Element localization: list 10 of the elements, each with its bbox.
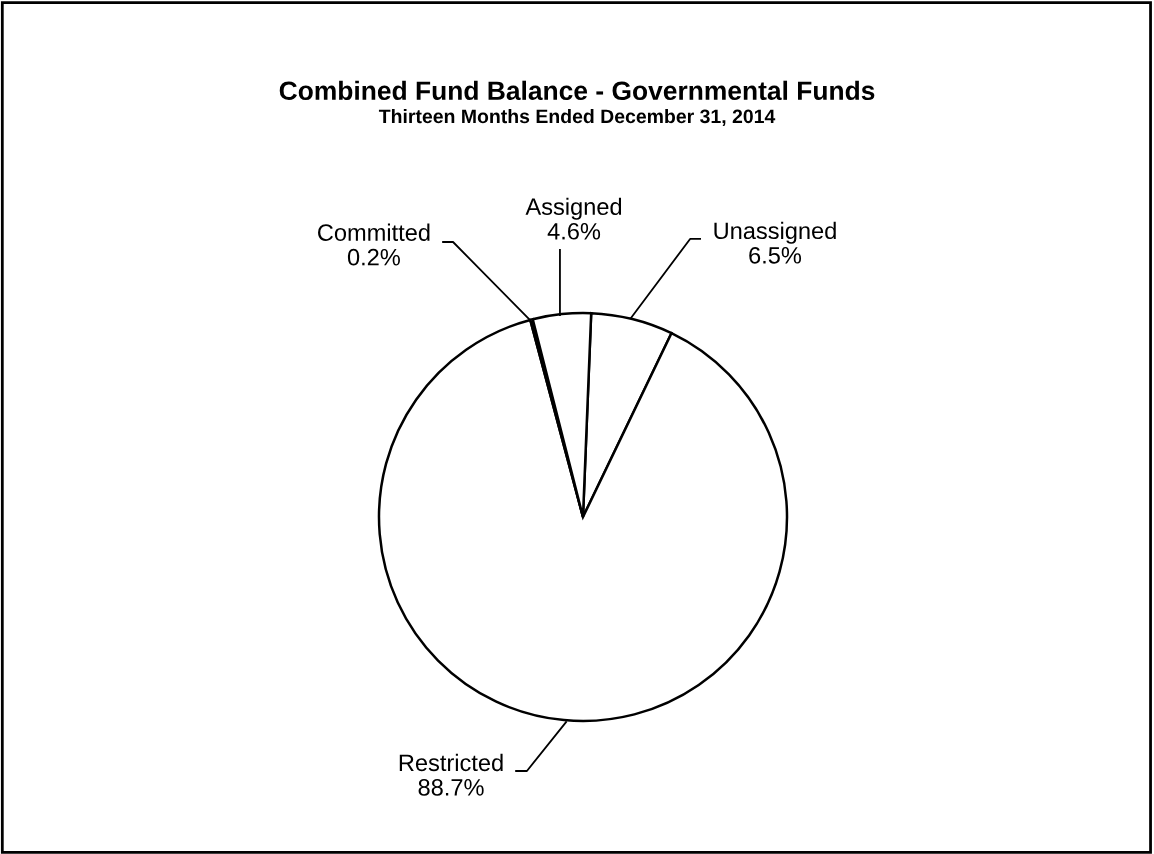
chart-subtitle: Thirteen Months Ended December 31, 2014 xyxy=(378,108,776,127)
slice-label: Assigned xyxy=(525,197,622,220)
data-label: 0.2% xyxy=(347,248,400,266)
chart-title: Combined Fund Balance - Governmental Funds xyxy=(279,80,875,101)
slice-label: Restricted xyxy=(399,753,503,772)
data-label: 88.7% xyxy=(418,779,484,796)
data-label: 4.6% xyxy=(547,222,601,240)
slice-label: Unassigned xyxy=(714,221,836,244)
data-label: 6.5% xyxy=(749,246,802,264)
slice-label: Committed xyxy=(318,223,430,241)
